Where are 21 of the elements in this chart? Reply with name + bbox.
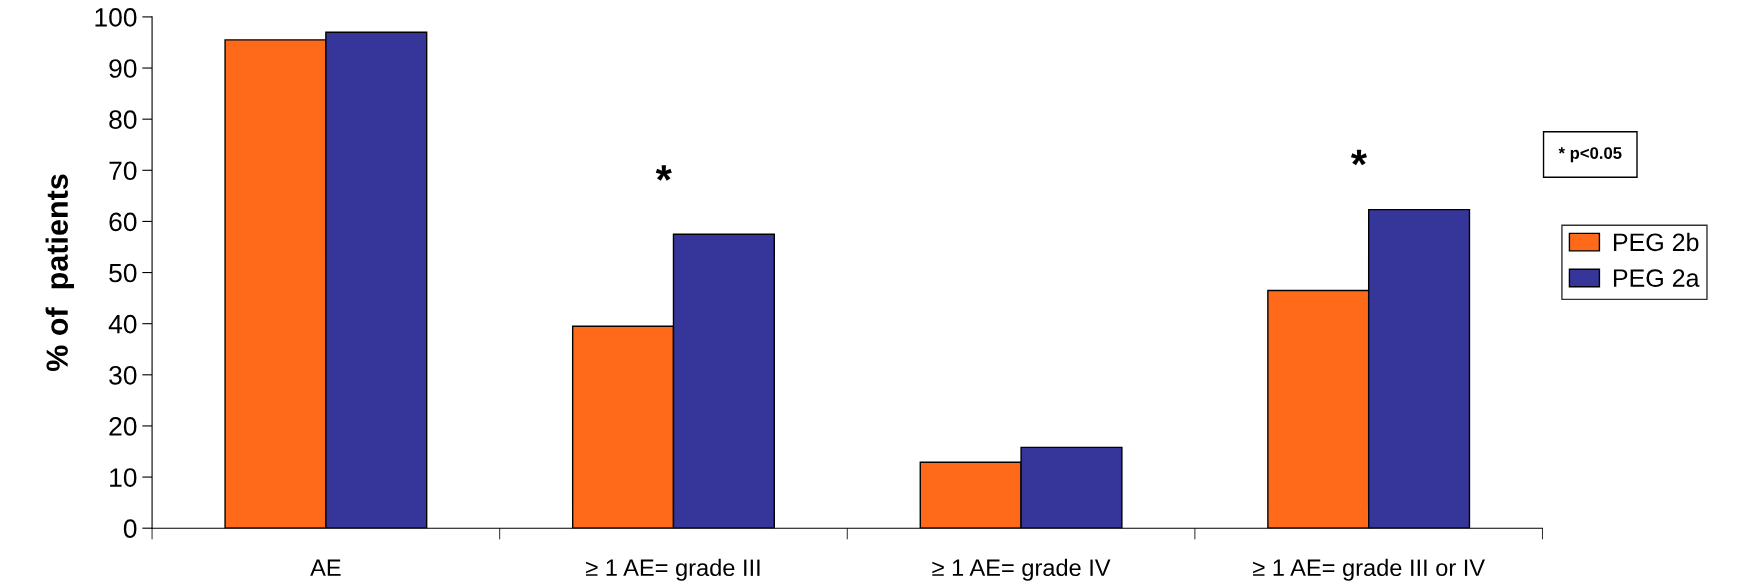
y-tick-label: 10 [110, 468, 137, 487]
legend-label: PEG 2a [1613, 269, 1700, 287]
y-tick-label: 100 [95, 8, 137, 27]
legend-label: PEG 2b [1613, 232, 1699, 252]
y-tick-label: 50 [109, 263, 137, 283]
x-tick-label: ≥ 1 AE= grade IV [932, 558, 1111, 581]
x-tick-label: ≥ 1 AE= grade III or IV [1253, 558, 1485, 581]
text: * p<0.05 [1558, 147, 1622, 163]
y-tick-label: 80 [109, 110, 137, 129]
x-tick-label: ≥ 1 AE= grade III [586, 558, 760, 581]
x-tick-label: AE [310, 559, 341, 576]
annotation: * [655, 165, 672, 181]
y-tick-label: 40 [108, 314, 137, 334]
y-tick-label: 30 [109, 365, 137, 385]
annotation: * [1350, 149, 1368, 166]
y-axis-title: % of patients [45, 174, 75, 372]
y-tick-label: 60 [109, 212, 137, 232]
y-tick-label: 70 [109, 161, 137, 181]
y-tick-label: 20 [109, 417, 137, 436]
y-tick-label: 0 [123, 519, 137, 539]
y-tick-label: 90 [109, 59, 137, 78]
